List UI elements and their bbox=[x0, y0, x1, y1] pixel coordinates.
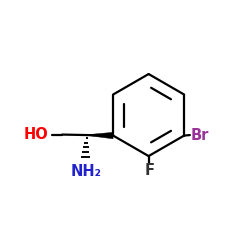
Text: HO: HO bbox=[24, 127, 48, 142]
Text: NH₂: NH₂ bbox=[71, 164, 102, 180]
Text: F: F bbox=[145, 163, 155, 178]
Text: Br: Br bbox=[191, 128, 209, 142]
Polygon shape bbox=[87, 132, 113, 139]
